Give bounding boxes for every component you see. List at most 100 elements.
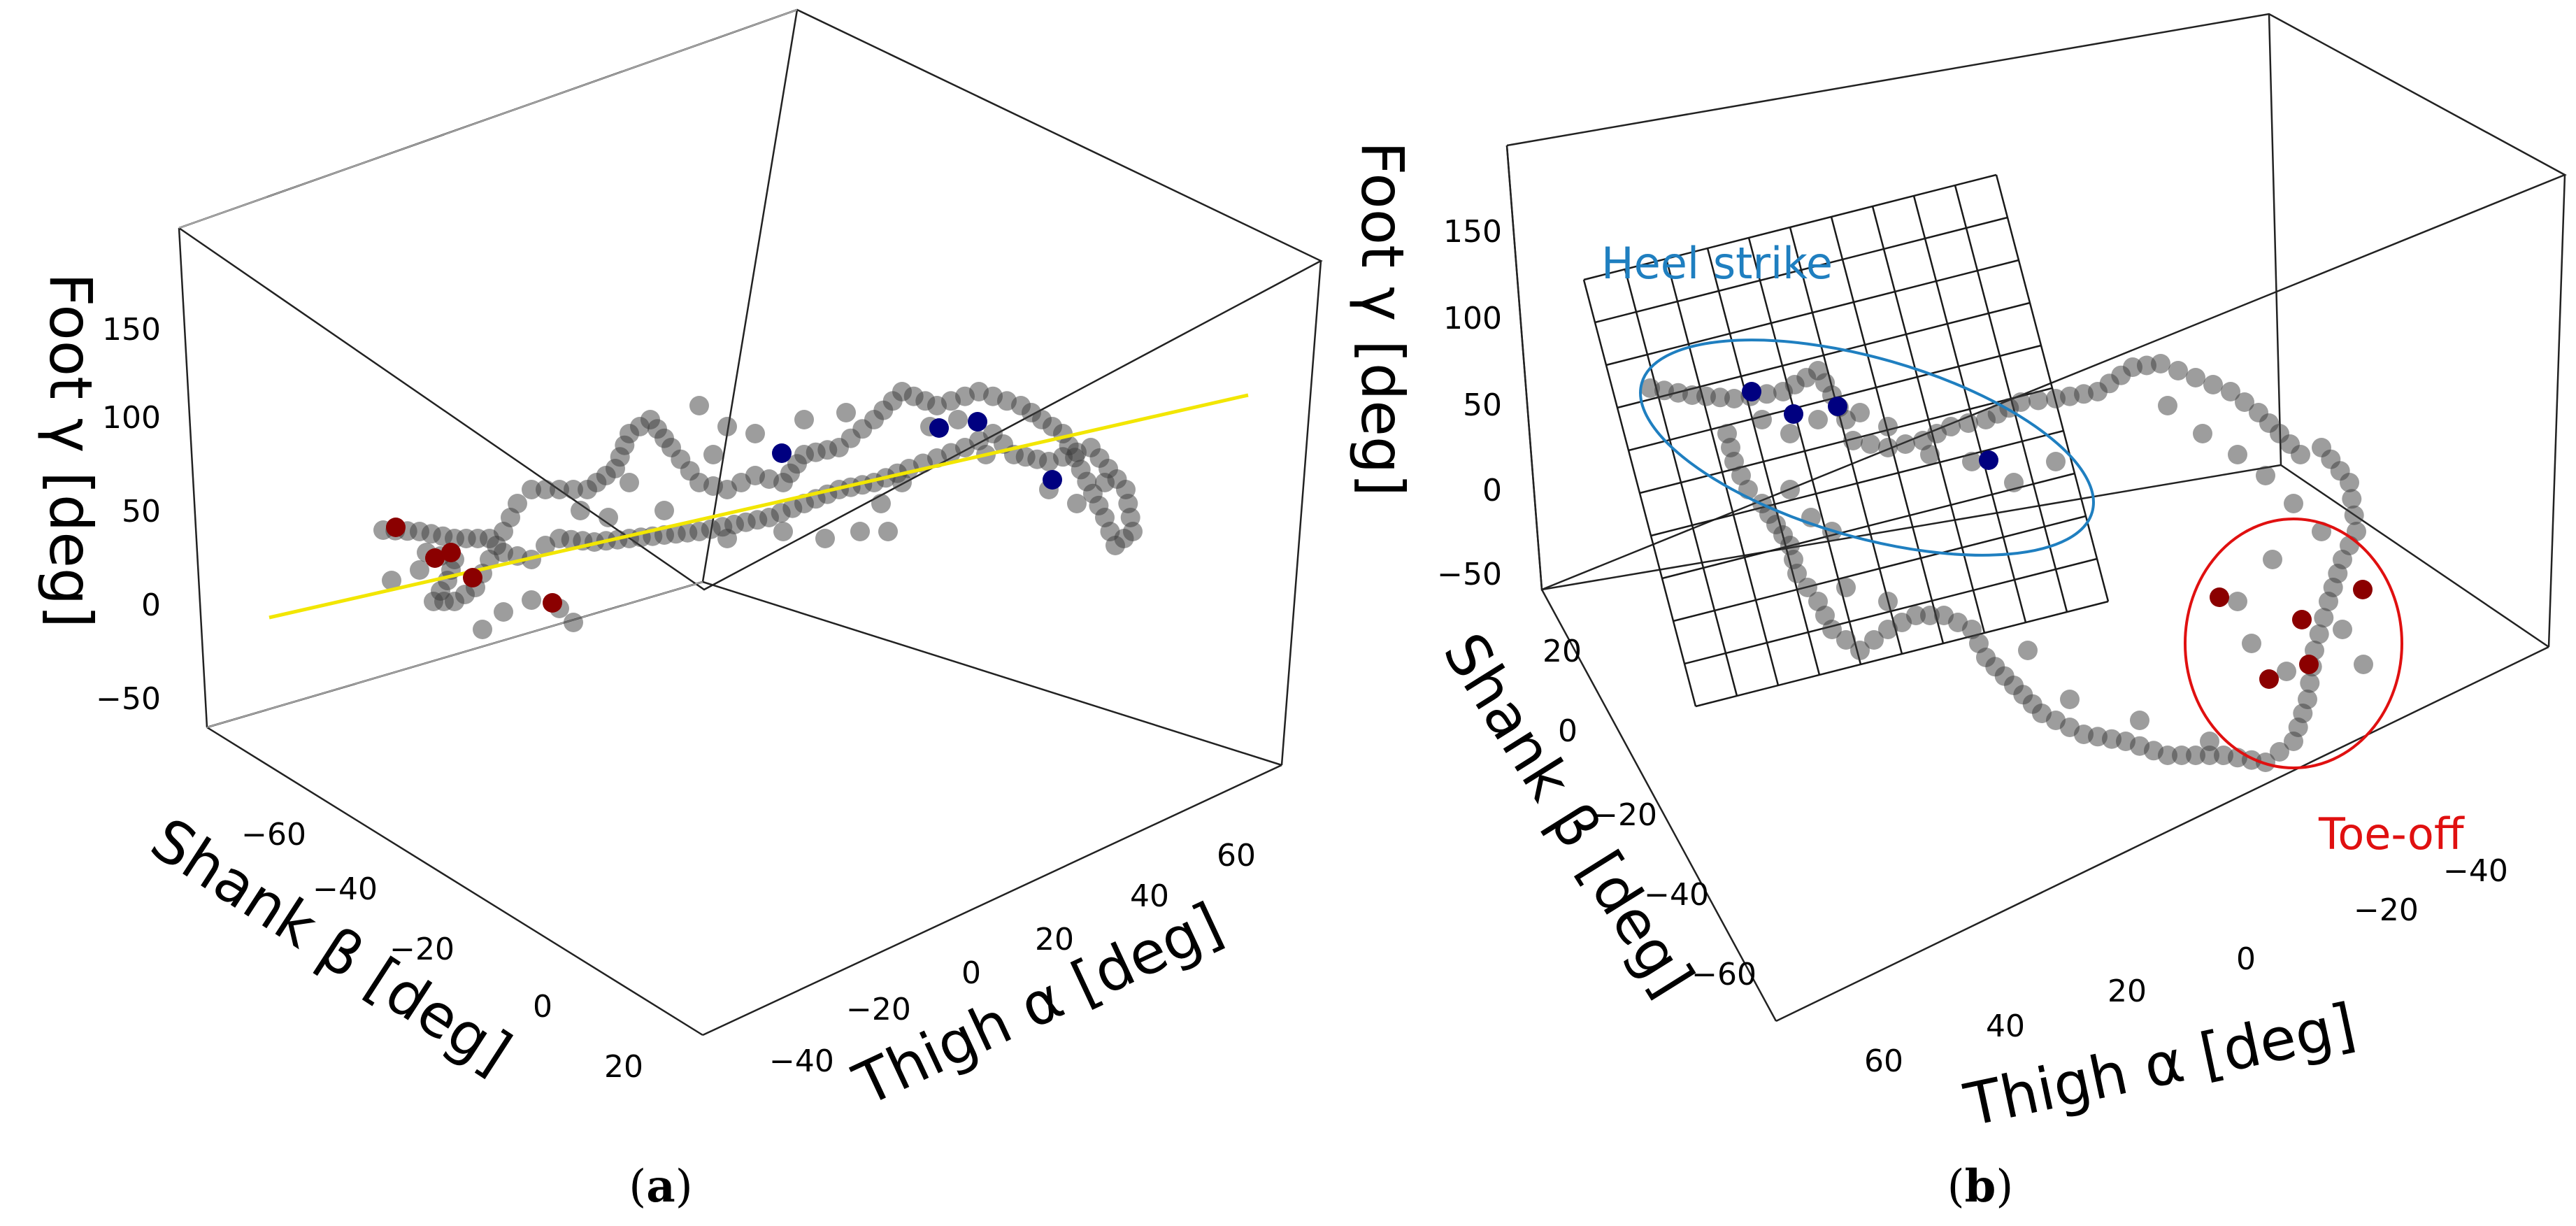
- panel-b-z-ticks: 150 100 50 0 −50: [1437, 214, 1502, 592]
- panel-a-heel-strike-point: [929, 418, 949, 438]
- panel-b-box-top: [1505, 13, 2567, 591]
- panel-b-point: [2319, 592, 2338, 611]
- panel-b-point: [1920, 606, 1940, 625]
- panel-a-toe-off-point: [463, 568, 482, 587]
- panel-a-point: [564, 480, 583, 499]
- panel-b-point: [1878, 417, 1898, 436]
- caption-a-letter: a: [646, 1160, 675, 1213]
- panel-b-point: [2028, 390, 2048, 411]
- panel-b-grid-line: [1673, 515, 2087, 622]
- panel-b-y-label: Shank β [deg]: [1430, 622, 1707, 1008]
- panel-b-grid-line: [1684, 557, 2098, 665]
- panel-a-point: [703, 445, 723, 464]
- panel-b-point: [2130, 711, 2149, 730]
- panel-a-box-floor-edge-2: [702, 580, 1282, 767]
- panel-a-point: [717, 529, 737, 548]
- panel-a-point: [773, 522, 793, 541]
- panel-b-point: [1864, 630, 1884, 650]
- panel-b-box-back-edge: [2268, 13, 2282, 466]
- panel-a-point: [892, 473, 912, 492]
- panel-b-point: [1780, 424, 1800, 443]
- panel-b-heel-strike-label: Heel strike: [1601, 238, 1833, 289]
- panel-b-grid-line: [1695, 600, 2109, 708]
- panel-b-point: [2284, 494, 2303, 513]
- panel-b-point: [2004, 473, 2024, 492]
- panel-a-point: [494, 602, 513, 622]
- panel-a-toe-off-point: [425, 548, 445, 568]
- panel-a-x-tick-0: −40: [769, 1043, 834, 1079]
- panel-b-trajectory-points: [1640, 354, 2373, 772]
- panel-b-point: [1682, 385, 1702, 405]
- panel-a-box-right-edge: [1280, 260, 1322, 766]
- panel-b-point: [2277, 662, 2296, 681]
- panel-a-point: [410, 560, 429, 580]
- panel-a-point: [878, 522, 898, 541]
- panel-b-point: [2011, 392, 2031, 412]
- panel-b-heel-strike-point: [1742, 382, 1761, 401]
- panel-b-point: [1959, 413, 1978, 433]
- panel-a-grid-1: [206, 581, 703, 728]
- panel-a-toe-off-point: [441, 543, 461, 562]
- panel-b-x-tick-0: 60: [1864, 1043, 1903, 1079]
- panel-b-grid-line: [1650, 429, 2064, 537]
- panel-b-y-tick-0: 20: [1543, 634, 1582, 669]
- panel-b-box-floor-1: [1541, 464, 2282, 591]
- panel-a-point: [654, 501, 674, 520]
- panel-b-point: [2342, 489, 2362, 509]
- panel-a-gridlines: [178, 9, 798, 728]
- panel-b-point: [2314, 608, 2334, 628]
- panel-a-point: [794, 410, 814, 429]
- panel-a-grid-2: [178, 9, 798, 229]
- panel-a-point: [550, 480, 569, 499]
- panel-b-point: [1896, 434, 1915, 454]
- panel-a-x-ticks: −40 −20 0 20 40 60: [769, 838, 1256, 1079]
- panel-a-point: [815, 529, 835, 548]
- panel-b-point: [2242, 634, 2261, 653]
- panel-b-y-tick-1: 0: [1558, 713, 1577, 749]
- panel-b-box-front-left: [1540, 589, 1777, 1022]
- panel-b-toe-off-point: [2292, 610, 2312, 629]
- panel-a-z-tick-3: 0: [141, 587, 161, 623]
- panel-a-toe-off-point: [386, 518, 406, 537]
- panel-b-point: [1850, 403, 1870, 422]
- panel-b-z-label: Foot γ [deg]: [1348, 141, 1417, 497]
- panel-b-toe-off-point: [2353, 580, 2373, 599]
- panel-a-heel-strike-point: [1043, 470, 1062, 490]
- panel-b-toe-off-point: [2259, 669, 2279, 689]
- panel-b-x-tick-2: 20: [2108, 974, 2147, 1009]
- panel-a-y-tick-0: −60: [241, 817, 306, 853]
- panel-b-point: [2203, 375, 2223, 394]
- panel-a-point: [578, 480, 597, 499]
- panel-b-point: [2200, 746, 2219, 765]
- panel-b-point: [1752, 410, 1772, 429]
- panel-b-point: [2018, 641, 2038, 660]
- panel-a-z-tick-2: 50: [122, 494, 161, 529]
- panel-a-y-tick-4: 20: [604, 1049, 643, 1085]
- panel-b-point: [2186, 746, 2205, 765]
- panel-a-point: [473, 620, 492, 639]
- panel-b-x-tick-4: −20: [2354, 892, 2419, 928]
- panel-b-point: [2060, 690, 2080, 709]
- panel-b-x-tick-5: −40: [2443, 853, 2508, 889]
- caption-b-close: ): [1996, 1161, 2013, 1213]
- panel-b-toe-off-point: [2210, 587, 2229, 607]
- panel-b-point: [1843, 431, 1863, 450]
- panel-b-point: [2344, 505, 2364, 525]
- panel-a-heel-strike-point: [772, 443, 792, 463]
- panel-a-heel-strike-points: [772, 412, 1062, 490]
- panel-b-point: [2221, 382, 2240, 401]
- panel-a-x-tick-2: 0: [961, 955, 981, 991]
- panel-b-point: [1962, 452, 1982, 471]
- panel-b-point: [2354, 655, 2373, 674]
- caption-a-close: ): [675, 1161, 693, 1213]
- panel-a-y-tick-1: −40: [313, 871, 378, 907]
- panel-a-y-ticks: −60 −40 −20 0 20: [241, 817, 643, 1085]
- panel-b-point: [1808, 592, 1828, 611]
- panel-b-point: [1696, 386, 1716, 406]
- panel-b-point: [2172, 746, 2191, 765]
- panel-a-z-ticks: 150 100 50 0 −50: [96, 312, 161, 717]
- caption-b-open: (: [1947, 1161, 1965, 1213]
- panel-b-point: [2186, 368, 2205, 387]
- panel-b-point: [2284, 732, 2303, 751]
- panel-a-box-back-edge: [701, 9, 799, 583]
